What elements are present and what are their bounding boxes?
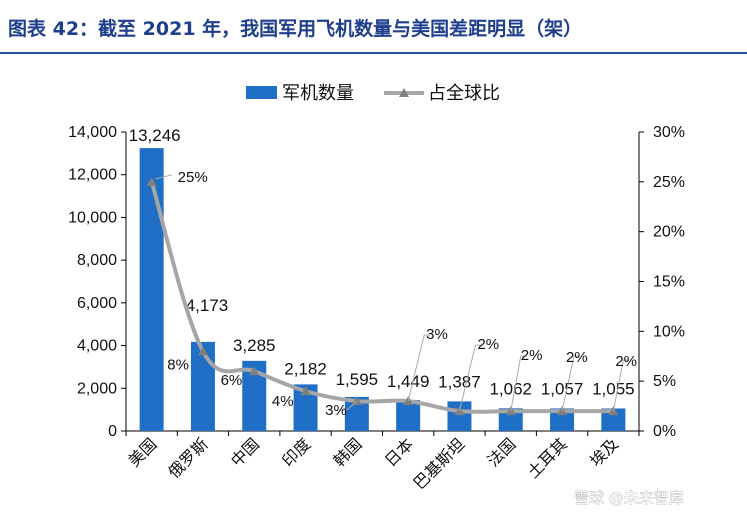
right-axis-tick-label: 15% bbox=[653, 274, 685, 291]
right-axis-tick-label: 25% bbox=[653, 174, 685, 191]
bar-value-label: 3,285 bbox=[233, 336, 276, 355]
category-label: 韩国 bbox=[330, 434, 366, 470]
category-label: 印度 bbox=[278, 434, 314, 470]
bar-俄罗斯 bbox=[190, 341, 215, 431]
share-leader-line bbox=[510, 355, 527, 412]
share-value-label: 2% bbox=[521, 347, 543, 364]
bar-埃及 bbox=[601, 408, 626, 431]
right-axis-tick-label: 0% bbox=[653, 423, 676, 440]
share-marker-印度 bbox=[300, 386, 311, 396]
share-leader-line bbox=[561, 355, 581, 412]
bar-value-label: 13,246 bbox=[129, 126, 181, 145]
share-leader-line bbox=[155, 174, 172, 180]
left-axis-tick-label: 14,000 bbox=[68, 124, 117, 141]
category-label: 埃及 bbox=[586, 434, 622, 470]
category-label: 俄罗斯 bbox=[164, 434, 211, 481]
left-axis-tick-label: 4,000 bbox=[77, 338, 117, 355]
legend-swatch-bar bbox=[246, 86, 277, 99]
share-marker-中国 bbox=[249, 366, 260, 376]
share-value-label: 3% bbox=[426, 326, 448, 343]
legend-label-bar: 军机数量 bbox=[282, 83, 354, 104]
bar-土耳其 bbox=[550, 408, 575, 431]
legend-marker bbox=[399, 88, 409, 97]
title-divider bbox=[0, 52, 747, 54]
legend-label-line: 占全球比 bbox=[428, 83, 500, 104]
share-marker-美国 bbox=[146, 176, 157, 186]
bar-日本 bbox=[396, 400, 421, 431]
category-label: 土耳其 bbox=[523, 434, 570, 481]
bar-value-label: 1,595 bbox=[336, 370, 379, 389]
share-value-label: 2% bbox=[566, 349, 588, 366]
right-axis-tick-label: 10% bbox=[653, 323, 685, 340]
category-label: 法国 bbox=[484, 434, 520, 470]
share-value-label: 6% bbox=[221, 372, 243, 389]
share-value-label: 3% bbox=[325, 402, 347, 419]
share-leader-line bbox=[612, 359, 630, 412]
chart-title: 图表 42：截至 2021 年，我国军用飞机数量与美国差距明显（架） bbox=[8, 18, 583, 40]
bar-value-label: 1,449 bbox=[387, 372, 430, 391]
category-label: 中国 bbox=[227, 434, 263, 470]
bar-value-label: 1,057 bbox=[541, 379, 584, 398]
share-leader-line bbox=[458, 344, 482, 412]
category-label: 美国 bbox=[124, 434, 160, 470]
right-axis-tick-label: 20% bbox=[653, 224, 685, 241]
bar-value-label: 1,062 bbox=[489, 379, 532, 398]
share-leader-line bbox=[407, 334, 431, 402]
bar-value-label: 1,387 bbox=[438, 372, 481, 391]
left-axis-tick-label: 12,000 bbox=[68, 167, 117, 184]
bar-value-label: 1,055 bbox=[592, 379, 635, 398]
left-axis-tick-label: 8,000 bbox=[77, 252, 117, 269]
bar-value-label: 2,182 bbox=[284, 359, 327, 378]
left-axis-tick-label: 6,000 bbox=[77, 295, 117, 312]
left-axis-tick-label: 2,000 bbox=[77, 380, 117, 397]
bar-美国 bbox=[139, 148, 164, 432]
left-axis-tick-label: 0 bbox=[108, 423, 117, 440]
share-value-label: 2% bbox=[477, 336, 499, 353]
left-axis-tick-label: 10,000 bbox=[68, 209, 117, 226]
share-value-label: 8% bbox=[167, 356, 189, 373]
right-axis-tick-label: 30% bbox=[653, 124, 685, 141]
share-value-label: 2% bbox=[615, 353, 637, 370]
bar-巴基斯坦 bbox=[447, 401, 472, 431]
share-marker-俄罗斯 bbox=[197, 346, 208, 356]
bar-法国 bbox=[498, 408, 523, 431]
share-leader-line bbox=[340, 400, 358, 411]
category-label: 日本 bbox=[381, 434, 417, 470]
category-label: 巴基斯坦 bbox=[410, 434, 469, 493]
right-axis-tick-label: 5% bbox=[653, 373, 676, 390]
share-value-label: 25% bbox=[178, 169, 208, 186]
share-value-label: 4% bbox=[272, 393, 294, 410]
watermark: 雪球 @未来智库 bbox=[574, 489, 684, 507]
bar-value-label: 4,173 bbox=[186, 296, 229, 315]
